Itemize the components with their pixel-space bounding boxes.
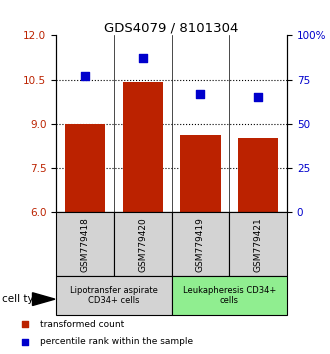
Text: GSM779420: GSM779420 [138, 217, 147, 272]
Polygon shape [33, 293, 55, 306]
Bar [56, 212, 114, 276]
Point [140, 56, 146, 61]
Text: percentile rank within the sample: percentile rank within the sample [40, 337, 193, 346]
Text: Leukapheresis CD34+
cells: Leukapheresis CD34+ cells [183, 286, 276, 305]
Text: Lipotransfer aspirate
CD34+ cells: Lipotransfer aspirate CD34+ cells [70, 286, 158, 305]
Title: GDS4079 / 8101304: GDS4079 / 8101304 [104, 21, 239, 34]
Bar [229, 212, 287, 276]
Text: GSM779419: GSM779419 [196, 217, 205, 272]
Bar [56, 276, 172, 315]
Text: GSM779421: GSM779421 [254, 217, 263, 272]
Bar [65, 124, 105, 212]
Point [82, 73, 88, 79]
Bar [122, 82, 163, 212]
Bar [238, 138, 279, 212]
Bar [172, 212, 229, 276]
Point [256, 95, 261, 100]
Text: GSM779418: GSM779418 [81, 217, 89, 272]
Bar [172, 276, 287, 315]
Bar [180, 135, 221, 212]
Bar [114, 212, 172, 276]
Text: cell type: cell type [2, 294, 46, 304]
Point [243, 236, 248, 242]
Text: transformed count: transformed count [40, 320, 124, 329]
Point [198, 91, 203, 97]
Point [243, 78, 248, 83]
